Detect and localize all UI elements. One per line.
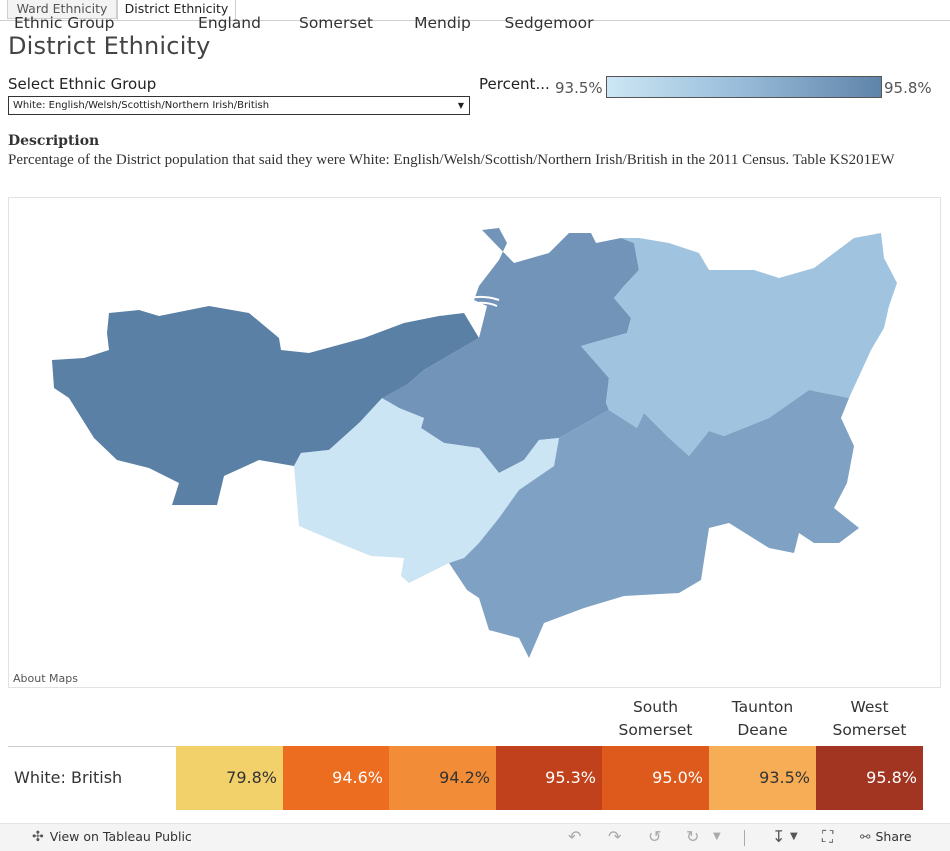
map-region-mendip[interactable] (581, 233, 897, 456)
about-maps-link[interactable]: About Maps (13, 672, 78, 685)
column-header: South Somerset (618, 698, 693, 739)
legend-title: Percent... (479, 75, 550, 93)
view-on-tableau-public-label: View on Tableau Public (49, 829, 192, 844)
sheet-tab-bar: Ward Ethnicity District Ethnicity (0, 0, 950, 21)
download-icon[interactable]: ↧ (772, 827, 786, 846)
share-label: Share (875, 829, 912, 844)
ethnic-group-filter-label: Select Ethnic Group (8, 75, 157, 93)
tab-district-ethnicity[interactable]: District Ethnicity (117, 0, 236, 20)
estuary-channel (442, 301, 498, 316)
description-text: Percentage of the District population th… (8, 152, 895, 168)
chevron-down-icon[interactable]: ▼ (713, 831, 721, 842)
revert-icon[interactable]: ↺ (648, 827, 662, 846)
value-cell-west-somerset[interactable]: 95.8% (816, 746, 923, 810)
share-button[interactable]: ⚯ Share (860, 829, 912, 844)
map-region-south-somerset[interactable] (449, 390, 859, 658)
ethnic-group-dropdown[interactable]: White: English/Welsh/Scottish/Northern I… (8, 96, 470, 115)
fullscreen-icon[interactable]: ⛶ (822, 827, 834, 846)
share-icon: ⚯ (860, 829, 871, 844)
value-cell-south-somerset[interactable]: 95.0% (602, 746, 709, 810)
undo-icon[interactable]: ↶ (568, 827, 582, 846)
legend-min-value: 93.5% (555, 79, 603, 97)
chevron-down-icon[interactable]: ▼ (790, 831, 798, 842)
value-cell-mendip[interactable]: 94.2% (389, 746, 496, 810)
tableau-toolbar: ✣ View on Tableau Public ↶ ↷ ↺ ↻ ▼ ↧ ▼ ⛶ … (0, 823, 950, 851)
page-title: District Ethnicity (8, 32, 211, 60)
value-cell-taunton-deane[interactable]: 93.5% (709, 746, 816, 810)
value-cell-sedgemoor[interactable]: 95.3% (496, 746, 602, 810)
refresh-icon[interactable]: ↻ (686, 827, 700, 846)
map-region-taunton-deane[interactable] (294, 398, 559, 583)
table-row-header: Ethnic Group (14, 13, 115, 32)
column-header: Taunton Deane (731, 698, 794, 739)
column-header: West Somerset (832, 698, 907, 739)
map-region-west-somerset[interactable] (52, 306, 479, 505)
map-canvas (52, 228, 897, 658)
view-on-tableau-public-link[interactable]: ✣ View on Tableau Public (32, 829, 192, 845)
column-header: Sedgemoor (504, 13, 594, 32)
column-header: England (198, 13, 261, 32)
value-cell-england[interactable]: 79.8% (176, 746, 283, 810)
tab-ward-ethnicity[interactable]: Ward Ethnicity (7, 0, 117, 19)
value-cell-somerset[interactable]: 94.6% (283, 746, 389, 810)
description-heading: Description (8, 133, 100, 149)
map-region-sedgemoor[interactable] (382, 228, 639, 473)
redo-icon[interactable]: ↷ (608, 827, 622, 846)
toolbar-separator (744, 830, 745, 846)
ethnic-group-dropdown-value: White: English/Welsh/Scottish/Northern I… (13, 100, 270, 111)
tableau-logo-icon: ✣ (32, 829, 44, 845)
legend-color-ramp (606, 76, 882, 98)
legend-max-value: 95.8% (884, 79, 932, 97)
row-label: White: British (14, 768, 123, 787)
district-map[interactable]: About Maps (8, 197, 941, 688)
column-header: Somerset (298, 13, 374, 32)
caret-down-icon: ▼ (457, 101, 464, 110)
column-header: Mendip (414, 13, 471, 32)
estuary-channel (438, 295, 500, 311)
